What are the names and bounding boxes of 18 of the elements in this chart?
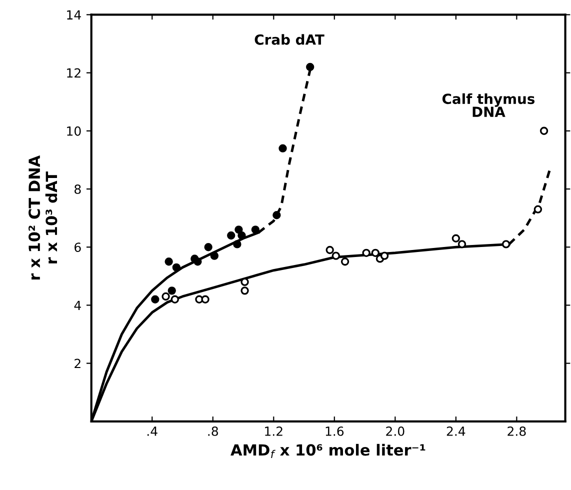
legend-label: Crab dAT — [254, 34, 324, 45]
x-tick-label: 1.6 — [326, 426, 344, 436]
y-tick-label: 10 — [67, 126, 81, 136]
y-tick-label: 8 — [74, 184, 81, 194]
series-label: Calf thymus DNA — [442, 93, 535, 117]
x-tick-label: 2.4 — [446, 426, 466, 436]
x-tick-label: 1.2 — [265, 426, 282, 436]
x-tick-label: 2.0 — [386, 426, 404, 436]
y-tick-label: 12 — [67, 68, 80, 78]
y-axis-title: r x 10² CT DNA r x 10³ dAT — [28, 155, 58, 280]
x-tick-label: .4 — [147, 426, 158, 436]
x-tick-label: .8 — [208, 426, 218, 436]
y-tick-label: 14 — [67, 10, 81, 20]
y-tick-label: 6 — [74, 242, 81, 252]
x-tick-label: 2.8 — [508, 426, 526, 436]
x-axis-title: AMD$_{f}$ x 10⁶ mole liter⁻¹ — [230, 444, 426, 458]
y-tick-label: 2 — [74, 358, 80, 368]
y-tick-label: 4 — [74, 300, 81, 310]
